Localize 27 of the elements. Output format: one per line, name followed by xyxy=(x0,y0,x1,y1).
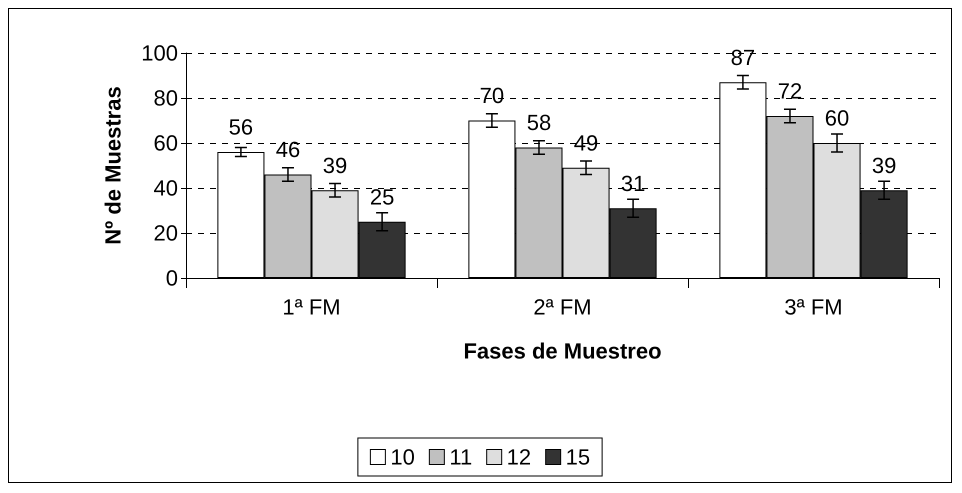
y-tick-label: 100 xyxy=(141,40,178,66)
y-tick-label: 20 xyxy=(154,220,178,246)
y-tick-label: 40 xyxy=(154,176,178,200)
data-label: 39 xyxy=(322,152,348,178)
legend-label: 10 xyxy=(390,444,415,470)
data-label: 39 xyxy=(872,152,896,178)
data-label: 56 xyxy=(228,114,254,140)
data-label: 72 xyxy=(778,78,802,104)
data-label: 60 xyxy=(824,106,850,130)
y-tick-label: 60 xyxy=(154,130,178,156)
data-label: 31 xyxy=(620,170,646,196)
x-tick-label: 1ª FM xyxy=(282,294,341,320)
legend-label: 12 xyxy=(506,444,532,470)
data-label: 87 xyxy=(730,44,756,70)
y-tick-label: 80 xyxy=(154,86,178,110)
data-label: 49 xyxy=(574,130,598,156)
data-label: 46 xyxy=(276,137,300,162)
legend-label: 15 xyxy=(566,444,590,470)
x-tick-label: 2ª FM xyxy=(533,294,592,320)
data-label: 70 xyxy=(480,83,504,108)
y-axis-title: Nº de Muestras xyxy=(100,86,126,245)
x-axis-title: Fases de Muestreo xyxy=(463,338,662,364)
legend-label: 11 xyxy=(449,444,472,470)
x-tick-label: 3ª FM xyxy=(784,294,843,320)
data-label: 25 xyxy=(370,184,394,210)
data-label: 58 xyxy=(526,110,552,135)
y-tick-label: 0 xyxy=(166,266,178,290)
